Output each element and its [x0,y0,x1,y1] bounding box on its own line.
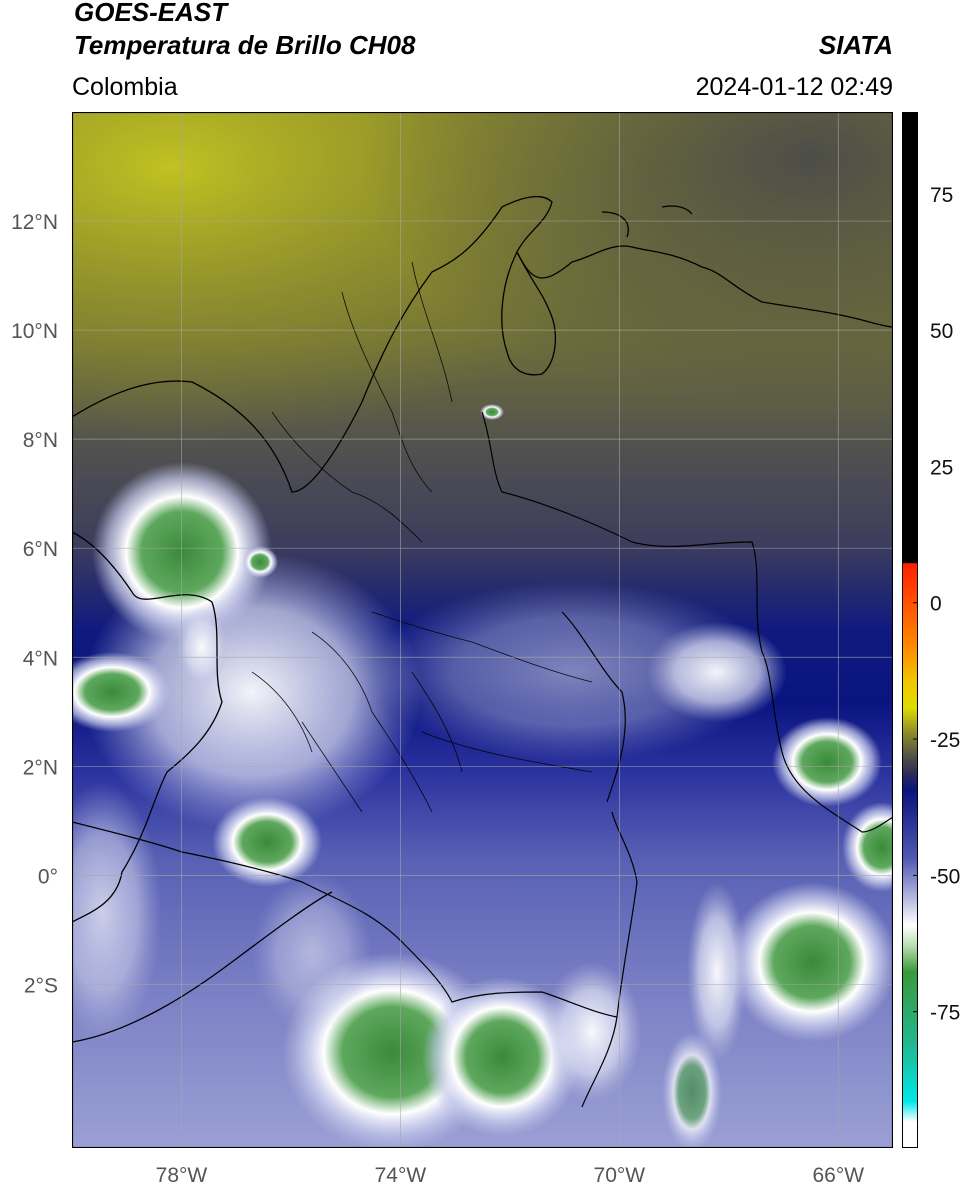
colorbar-tick-label: -25 [930,729,960,752]
lon-tick-label: 66°W [812,1164,864,1187]
datetime-label: 2024-01-12 02:49 [695,73,893,101]
country-borders [71,411,894,1108]
satellite-title: GOES-EAST [74,0,228,27]
gridlines [72,112,893,1148]
lon-tick-label: 70°W [594,1164,646,1187]
lat-tick-label: 4°N [23,647,58,670]
lat-tick-label: 0° [38,865,58,888]
lat-tick-label: 12°N [11,211,58,234]
map-frame [71,111,894,1149]
convective-clouds [42,404,922,1152]
lon-tick-label: 74°W [375,1164,427,1187]
colorbar-tick-label: 25 [930,456,953,479]
region-label: Colombia [72,73,178,101]
coastlines [71,195,894,1043]
longitude-tick-labels: 78°W 74°W 70°W 66°W [156,1164,865,1187]
colorbar-tick-labels: 75 50 25 0 -25 -50 -75 [930,184,960,1025]
colorbar-tick-label: 75 [930,184,953,207]
agency-label: SIATA [818,30,893,60]
department-borders [251,261,593,813]
lon-tick-label: 78°W [156,1164,208,1187]
lat-tick-label: 8°N [23,429,58,452]
lat-tick-label: 2°S [24,974,58,997]
colorbar-tick-label: -50 [930,865,960,888]
map-canvas [42,111,922,1152]
colorbar-tick-label: -75 [930,1002,960,1025]
colorbar-tick-label: 0 [930,593,942,616]
latitude-tick-labels: 12°N 10°N 8°N 6°N 4°N 2°N 0° 2°S [11,211,58,997]
lat-tick-label: 2°N [23,756,58,779]
colorbar-gradient [902,112,918,1148]
colorbar-tick-label: 50 [930,320,953,343]
colorbar [902,112,918,1148]
product-title: Temperatura de Brillo CH08 [74,30,416,60]
lat-tick-label: 10°N [11,320,58,343]
satellite-map[interactable] [42,111,922,1152]
lat-tick-label: 6°N [23,538,58,561]
